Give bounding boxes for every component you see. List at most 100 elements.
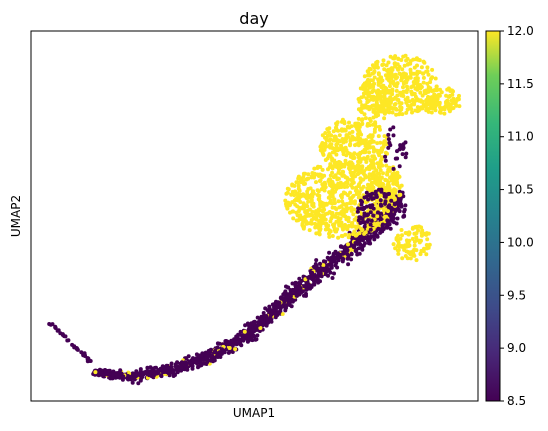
- cell-point: [366, 99, 371, 103]
- cell-point: [320, 221, 325, 226]
- cell-point: [367, 239, 372, 244]
- colorbar-tick-label-6: 11.5: [507, 77, 534, 91]
- cell-point: [406, 244, 411, 249]
- cell-point: [333, 125, 338, 130]
- cell-point: [371, 97, 376, 102]
- cell-point: [284, 191, 289, 196]
- cell-point: [383, 150, 388, 155]
- cell-point: [356, 246, 361, 251]
- cell-point: [330, 189, 334, 194]
- cell-point: [391, 194, 396, 199]
- cell-point: [55, 328, 60, 333]
- cell-point: [346, 206, 351, 211]
- cell-point: [399, 75, 404, 79]
- cell-point: [185, 367, 190, 372]
- cell-point: [382, 134, 387, 139]
- cell-point: [408, 75, 413, 80]
- cell-point: [333, 229, 338, 234]
- cell-point: [329, 256, 334, 261]
- cell-point: [311, 189, 316, 194]
- cell-point: [330, 276, 335, 280]
- cell-point: [309, 200, 314, 205]
- cell-point: [369, 218, 374, 223]
- cell-point: [393, 190, 398, 195]
- cell-point: [165, 366, 170, 371]
- cell-point: [298, 180, 303, 185]
- cell-point: [371, 70, 376, 75]
- cell-point: [329, 133, 334, 138]
- cell-point: [415, 85, 420, 90]
- cell-point: [338, 244, 343, 249]
- cell-point: [247, 336, 252, 341]
- cell-point: [430, 75, 435, 80]
- cell-point: [165, 369, 170, 374]
- cell-point: [360, 164, 365, 169]
- cell-point: [364, 166, 369, 171]
- cell-point: [385, 97, 390, 102]
- cell-point: [354, 137, 359, 142]
- cell-point: [320, 175, 325, 180]
- cell-point: [401, 94, 406, 98]
- cell-point: [358, 176, 363, 181]
- cell-point: [374, 95, 379, 100]
- cell-point: [394, 201, 399, 206]
- cell-point: [361, 243, 366, 248]
- cell-point: [340, 193, 344, 198]
- cell-point: [309, 196, 314, 201]
- cell-point: [383, 201, 387, 206]
- cell-point: [315, 166, 320, 170]
- cell-point: [315, 193, 320, 197]
- cell-point: [179, 360, 184, 365]
- cell-point: [329, 259, 334, 264]
- cell-point: [360, 121, 365, 126]
- cell-point: [401, 146, 405, 151]
- cell-point: [346, 150, 350, 155]
- cell-point: [371, 154, 376, 159]
- cell-point: [361, 91, 366, 96]
- cell-point: [79, 350, 84, 355]
- cell-point: [300, 217, 305, 222]
- cell-point: [411, 80, 416, 84]
- cell-point: [276, 310, 281, 315]
- cell-point: [341, 257, 346, 262]
- cell-point: [375, 161, 380, 166]
- cell-point: [388, 127, 393, 132]
- cell-point: [393, 64, 397, 69]
- cell-point: [384, 214, 389, 219]
- cell-point: [376, 187, 381, 192]
- cell-point: [197, 353, 202, 358]
- cell-point: [336, 258, 341, 263]
- cell-point: [414, 231, 419, 236]
- cell-point: [375, 59, 380, 64]
- cell-point: [400, 67, 405, 72]
- colorbar-tick-label-7: 12.0: [507, 24, 534, 38]
- cell-point: [402, 63, 407, 68]
- cell-point: [304, 203, 309, 208]
- cell-point: [432, 98, 437, 102]
- cell-point: [345, 193, 350, 198]
- cell-point: [417, 98, 422, 103]
- cell-point: [233, 337, 238, 341]
- cell-point: [138, 378, 143, 383]
- cell-point: [318, 261, 322, 266]
- cell-point: [356, 107, 361, 112]
- cell-point: [273, 315, 278, 320]
- cell-point: [75, 347, 80, 352]
- cell-point: [331, 138, 336, 143]
- cell-point: [325, 127, 330, 132]
- cell-point: [360, 228, 365, 233]
- cell-point: [397, 112, 401, 117]
- cell-point: [364, 160, 369, 164]
- cell-point: [394, 236, 399, 240]
- cell-point: [368, 234, 373, 239]
- cell-point: [387, 74, 392, 79]
- cell-point: [371, 139, 376, 144]
- cell-point: [368, 222, 373, 227]
- cell-point: [326, 223, 331, 228]
- cell-point: [363, 230, 368, 235]
- cell-point: [435, 102, 440, 106]
- cell-point: [376, 210, 380, 215]
- cell-point: [327, 267, 332, 272]
- cell-point: [457, 104, 462, 109]
